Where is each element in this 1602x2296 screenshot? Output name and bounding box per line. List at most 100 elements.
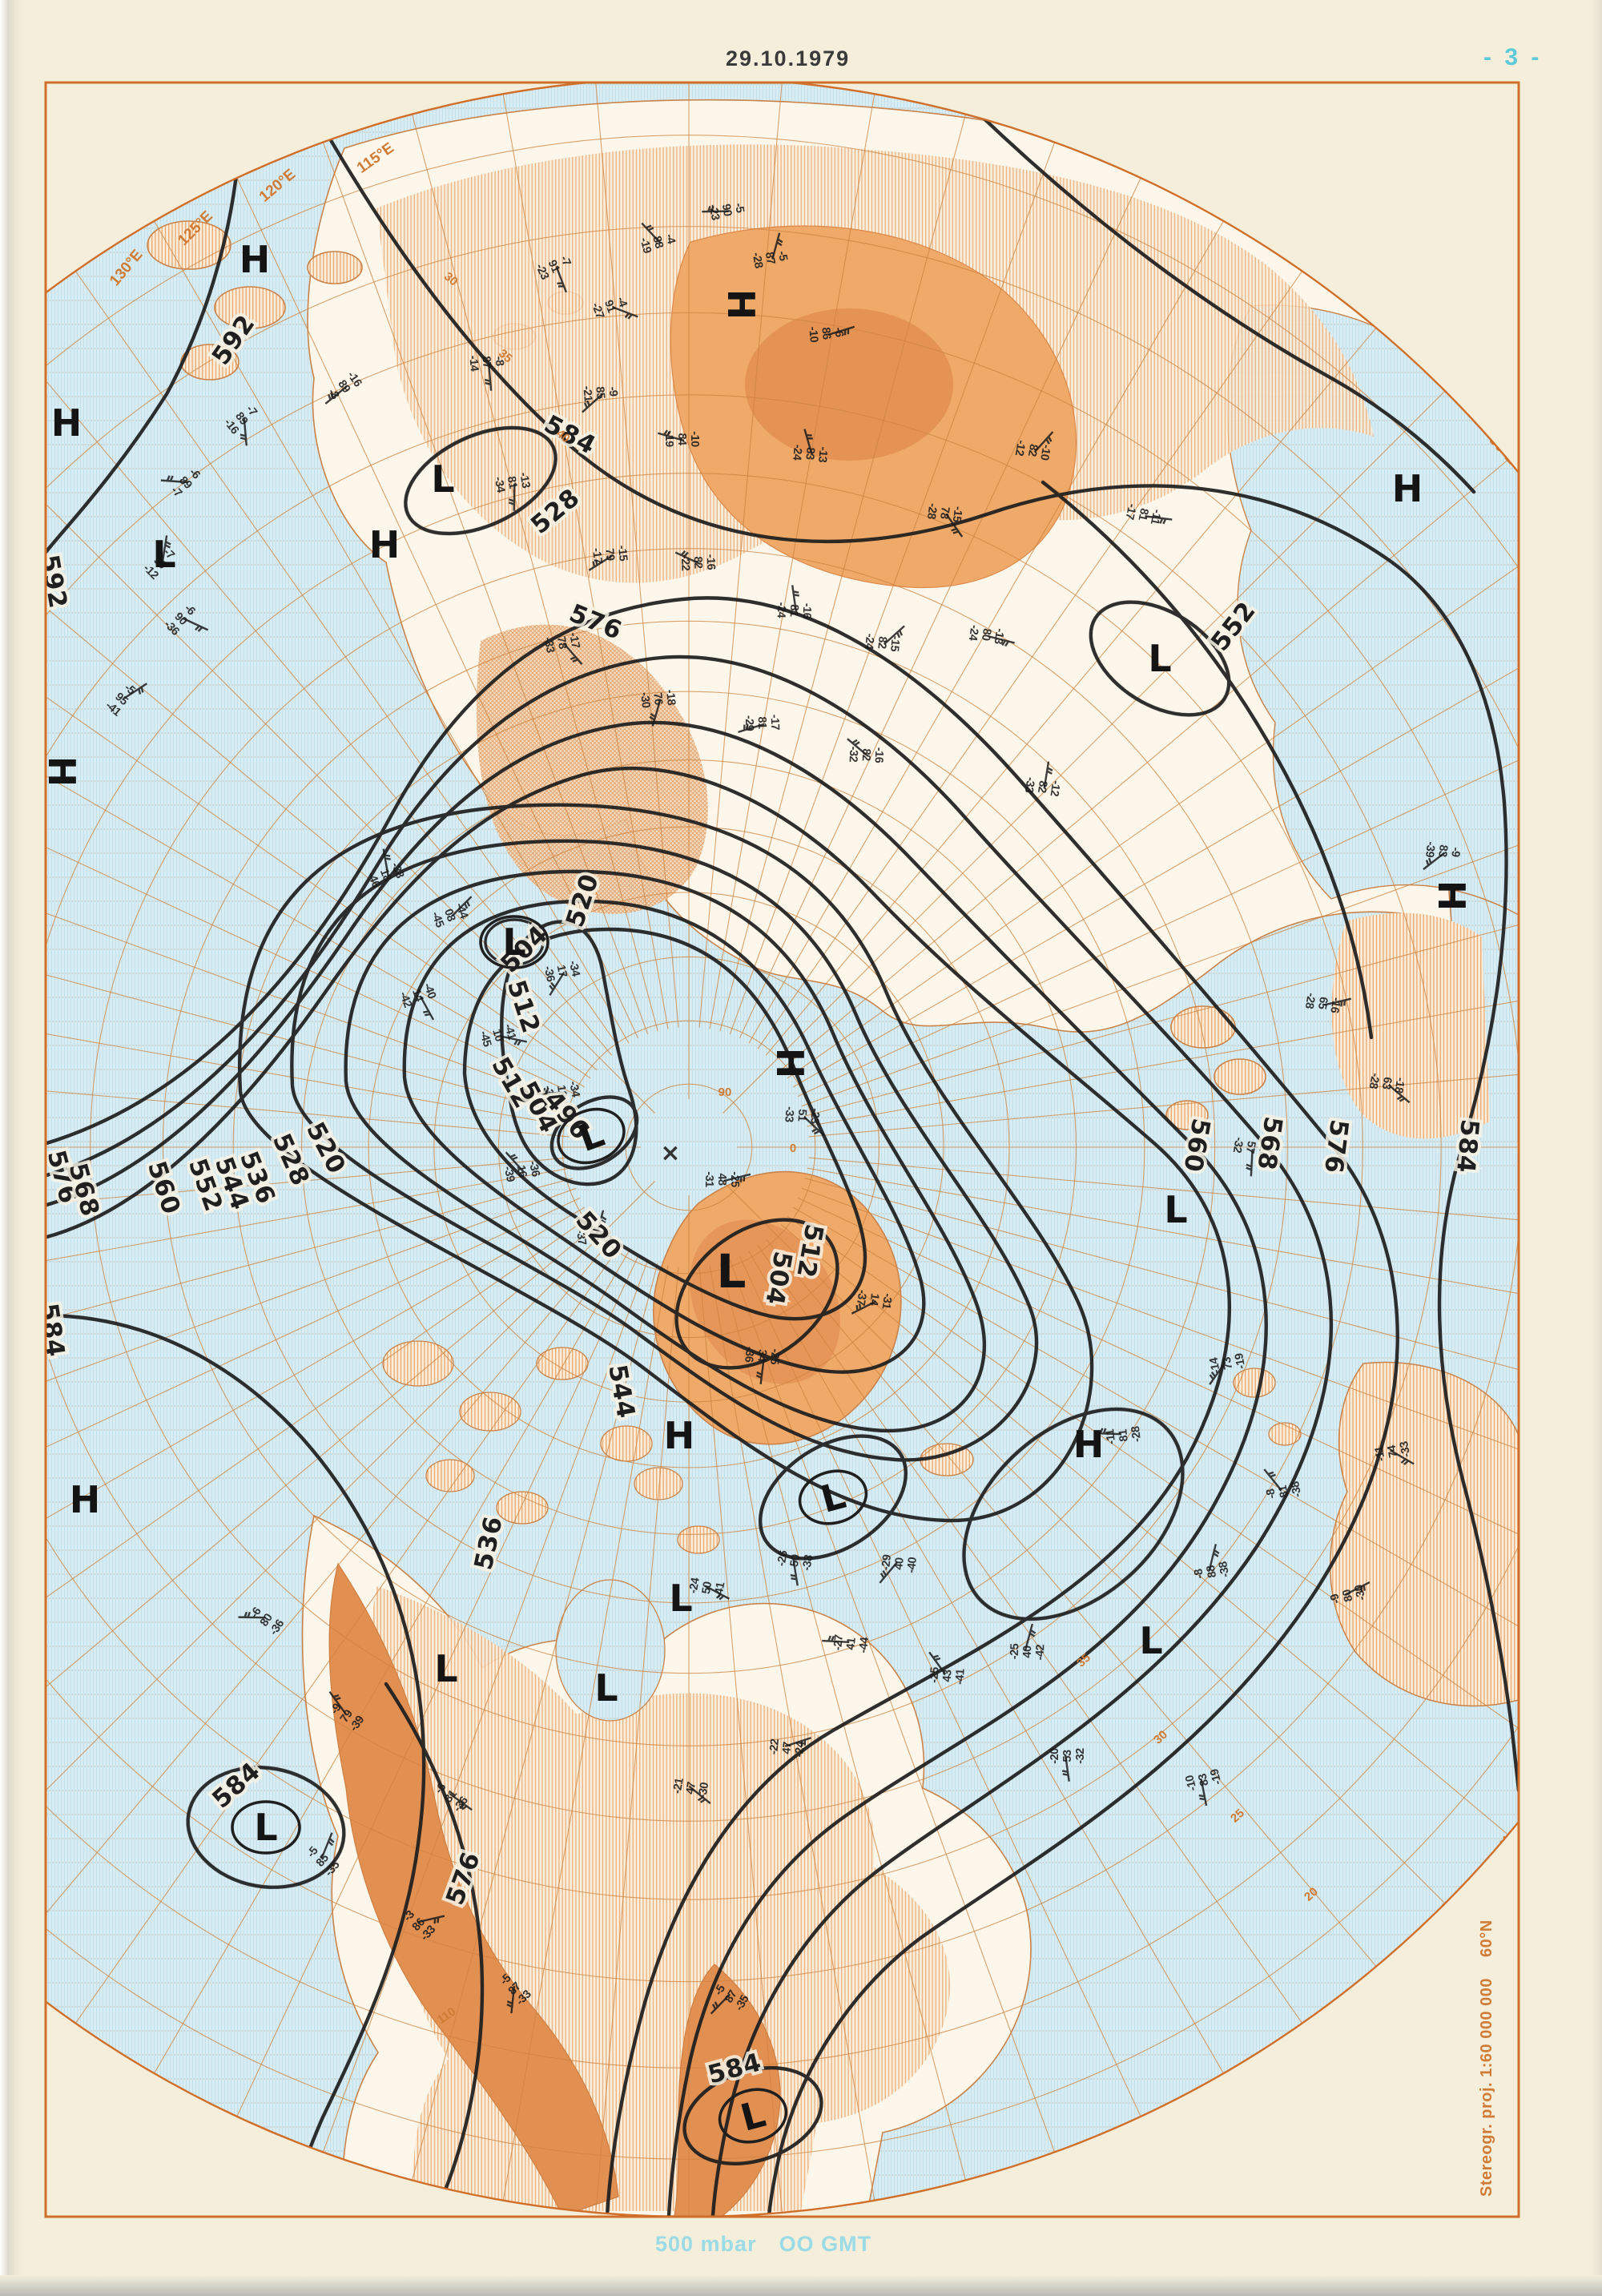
contour-536: [290, 839, 1039, 1462]
station-value: -21: [671, 1777, 686, 1795]
station-value: -37: [541, 1085, 557, 1102]
station-value: -24: [966, 624, 981, 642]
station-value: -25: [728, 1171, 741, 1187]
station-value: 14: [409, 987, 425, 1003]
contour-taymyr-low: [484, 918, 545, 966]
station-value: 16: [514, 1164, 529, 1179]
station-value: 40: [892, 1557, 907, 1570]
station-value: -8: [492, 356, 505, 367]
station-plot: -985-21: [580, 385, 619, 413]
station-value: -19: [1233, 1352, 1248, 1370]
station-value: -28: [1302, 992, 1318, 1009]
high-center: H: [719, 289, 763, 320]
high-center: H: [369, 523, 400, 566]
station-value: -44: [453, 901, 470, 920]
land-chip: [214, 286, 286, 329]
station-value: 78: [937, 506, 952, 519]
station-plot: -20 53 -32: [1049, 1748, 1087, 1782]
map-caption: 500 mbar OO GMT: [655, 2232, 976, 2257]
land-chip: [1170, 1005, 1236, 1049]
station-value: -20: [1049, 1748, 1061, 1764]
pressure-center-letter: L: [502, 920, 525, 964]
station-value: -27: [589, 301, 606, 320]
station-value: -34: [566, 960, 582, 978]
station-value: -17: [566, 631, 582, 649]
station-plot: -587-28: [750, 232, 790, 269]
land-chip: [1214, 1058, 1266, 1095]
contour-512: [462, 927, 867, 1321]
station-value: 91: [545, 258, 562, 275]
station-value: -8: [1192, 1568, 1206, 1580]
station-value: -38: [800, 1554, 815, 1572]
station-value: 53: [1061, 1750, 1074, 1762]
station-value: 85: [593, 386, 606, 400]
station-value: 87: [479, 356, 493, 369]
pressure-center-letter: L: [717, 1244, 747, 1299]
britain-2: [1268, 1422, 1302, 1446]
station-value: 18: [377, 867, 394, 883]
station-value: -17: [590, 547, 604, 564]
station-value: 90: [719, 203, 734, 217]
station-value: -42: [396, 990, 414, 1009]
station-value: -27: [831, 1633, 846, 1650]
station-value: -37: [854, 1289, 869, 1307]
station-value: -13: [815, 446, 830, 463]
station-value: 50: [700, 1581, 714, 1595]
station-value: -38: [388, 860, 406, 880]
station-value: 80: [979, 627, 993, 642]
high-center: H: [70, 1478, 101, 1521]
station-value: 87: [763, 251, 777, 265]
station-value: 81: [1117, 1428, 1131, 1442]
station-plot: -888-38: [1192, 1544, 1232, 1580]
caption-pressure-level: 500 mbar: [655, 2232, 757, 2256]
station-value: -36: [526, 1160, 542, 1178]
low-center: L: [231, 1800, 301, 1855]
contour-520: [402, 899, 926, 1374]
station-value: 88: [1205, 1565, 1219, 1579]
station-value: 81: [1136, 507, 1151, 522]
station-value: 83: [1435, 844, 1450, 858]
station-value: 57: [1243, 1140, 1258, 1154]
contour-584-low-pacific: [186, 1765, 346, 1890]
station-value: 73: [1221, 1356, 1235, 1371]
station-value: -13: [992, 627, 1007, 645]
map-frame: [44, 81, 1520, 2218]
station-value: 65: [1315, 996, 1330, 1010]
station-value: -40: [905, 1557, 920, 1573]
pressure-center-letter: L: [1164, 1188, 1187, 1231]
contour-568: [46, 655, 1333, 2217]
station-value: -5: [732, 202, 747, 214]
contour-azores-high: [962, 1407, 1185, 1621]
station-value: -10: [688, 431, 701, 447]
high-center: H: [664, 1414, 695, 1457]
station-value: -9: [606, 386, 619, 397]
station-value: -11: [1148, 508, 1164, 526]
station-value: -42: [1034, 1644, 1048, 1660]
station-value: 83: [1196, 1772, 1211, 1787]
high-center: H: [239, 238, 271, 281]
contour-544: [237, 803, 1094, 1523]
pole-mark: ×: [660, 1139, 680, 1167]
hudson-bay: [555, 1579, 666, 1722]
station-value: -23: [807, 1108, 821, 1125]
station-plot: -587-35: [710, 1983, 752, 2015]
station-value: 84: [675, 433, 688, 445]
